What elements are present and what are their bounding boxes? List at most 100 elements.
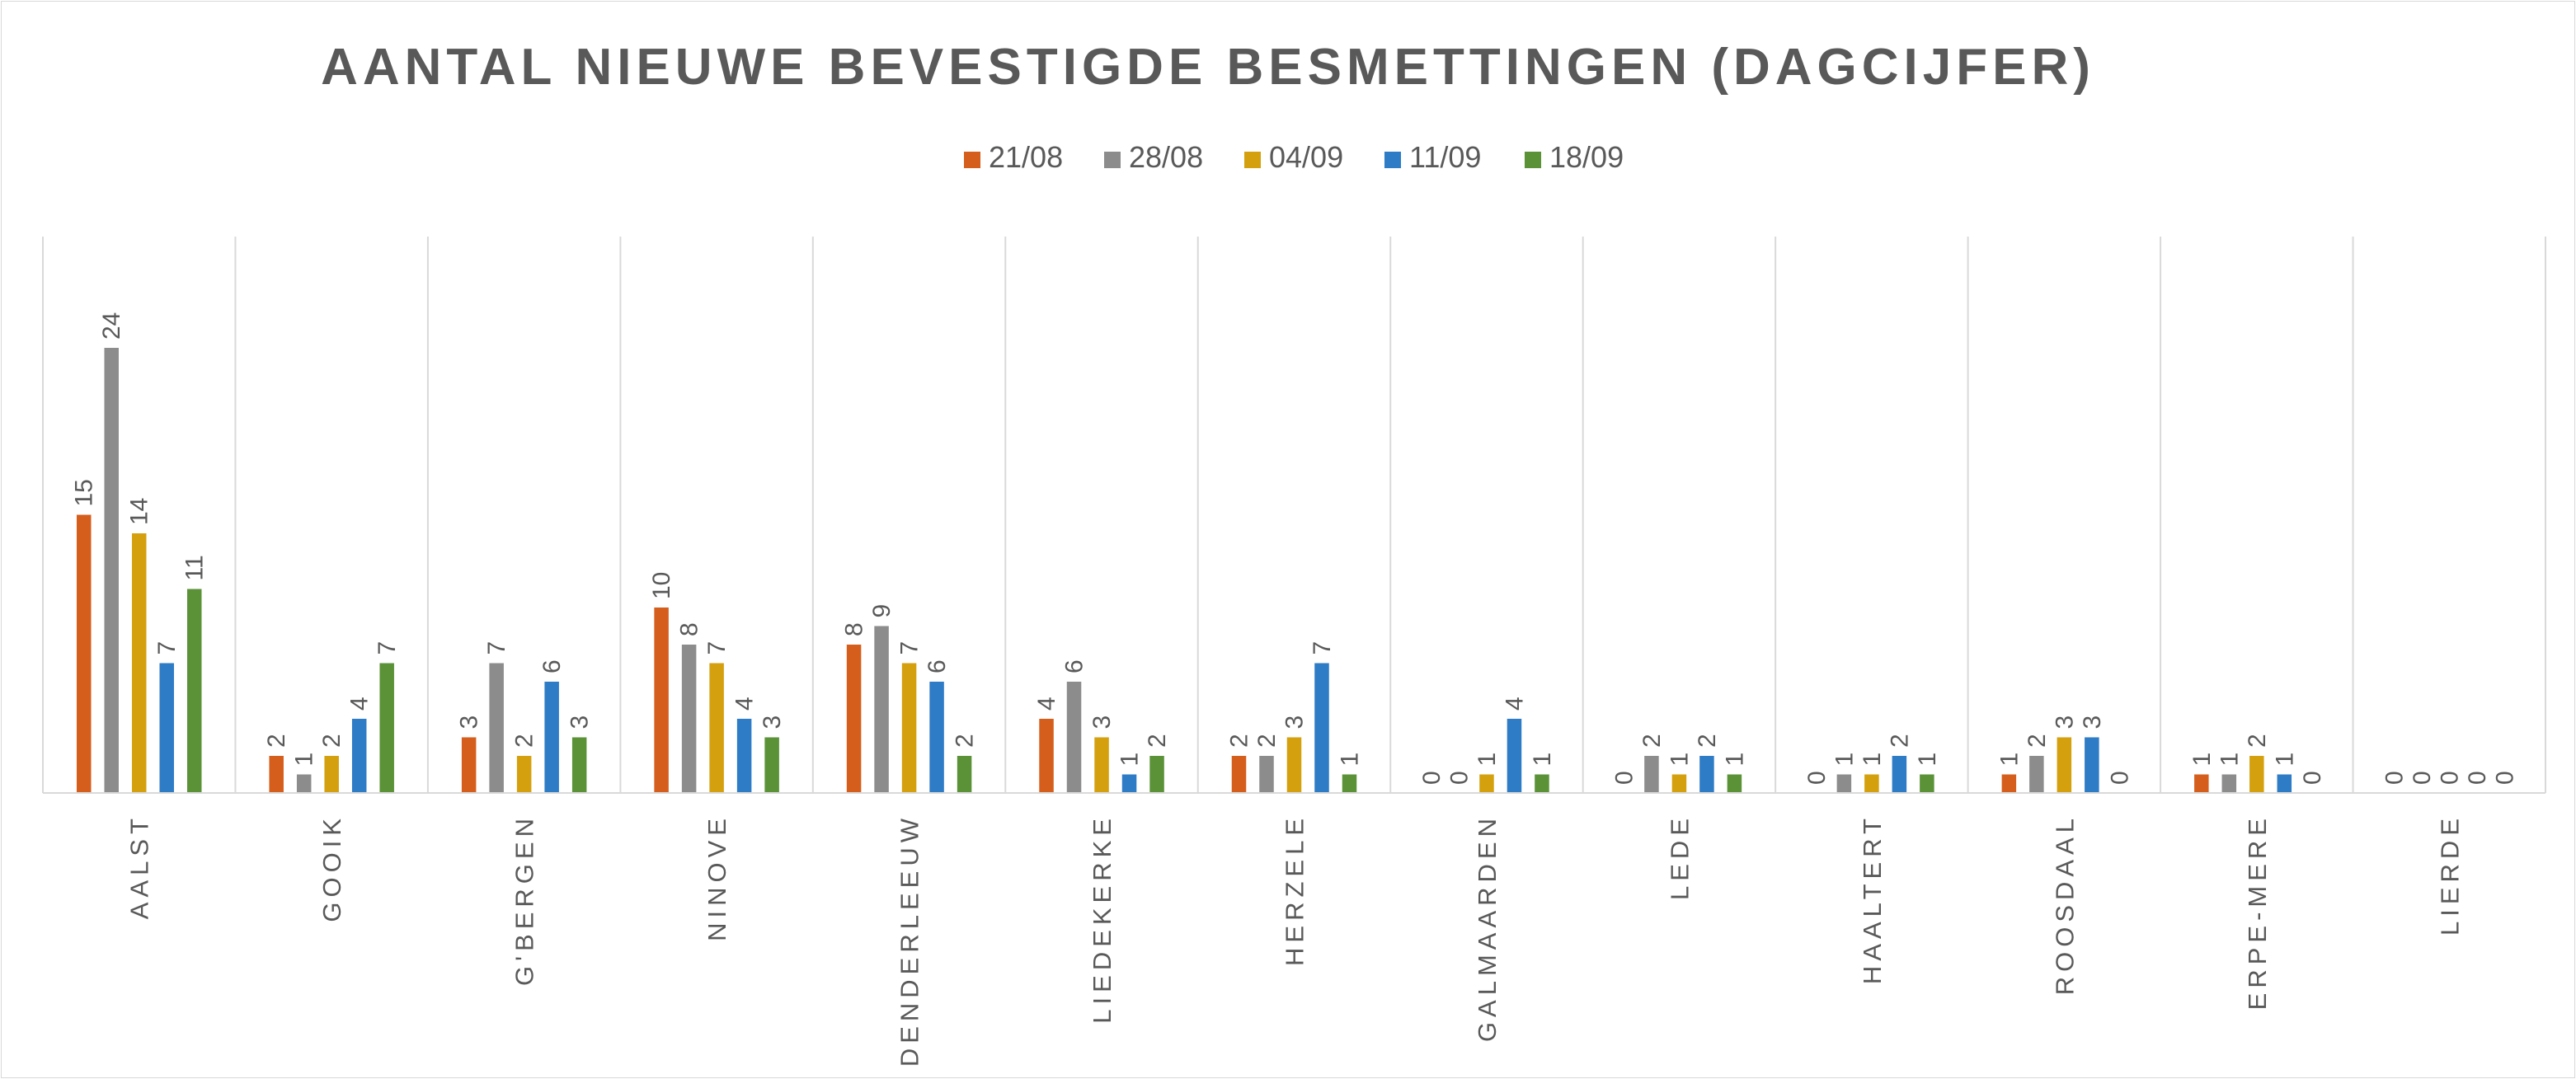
data-label: 8 (841, 622, 868, 636)
bar (929, 682, 944, 793)
data-label: 7 (896, 641, 924, 655)
data-label: 0 (2106, 771, 2133, 785)
bar (1479, 774, 1494, 793)
bar (901, 663, 917, 793)
bar (681, 645, 697, 793)
bar (1836, 774, 1852, 793)
bar (1094, 737, 1109, 793)
data-label: 1 (1337, 753, 1364, 767)
category-label: G'BERGEN (510, 814, 539, 986)
data-label: 0 (2381, 771, 2408, 785)
bar (2194, 774, 2209, 793)
bar (2249, 756, 2264, 793)
legend-swatch-28-08 (1104, 152, 1121, 168)
legend-label-21-08: 21/08 (989, 140, 1063, 174)
bar (296, 774, 312, 793)
data-label: 0 (1610, 771, 1638, 785)
category-label: DENDERLEEUW (895, 814, 924, 1067)
data-label: 2 (263, 734, 290, 748)
category-label: ROOSDAAL (2050, 814, 2079, 995)
legend-label-18-09: 18/09 (1549, 140, 1624, 174)
data-label: 4 (1501, 697, 1528, 711)
bar (1727, 774, 1742, 793)
bar (1699, 756, 1714, 793)
data-label: 2 (511, 734, 538, 748)
category-label: LIERDE (2435, 814, 2464, 936)
data-label: 1 (2216, 753, 2243, 767)
bar (1286, 737, 1302, 793)
data-label: 1 (1859, 753, 1886, 767)
data-label: 7 (483, 641, 510, 655)
bar (516, 756, 532, 793)
data-label: 14 (126, 498, 153, 525)
data-label: 7 (703, 641, 731, 655)
bar (269, 756, 284, 793)
legend-swatch-11-09 (1384, 152, 1401, 168)
data-label: 7 (374, 641, 401, 655)
data-label: 0 (2409, 771, 2436, 785)
bar (1644, 756, 1659, 793)
data-label: 1 (1995, 753, 2023, 767)
bar (2057, 737, 2072, 793)
data-label: 3 (2051, 715, 2078, 729)
data-label: 0 (2464, 771, 2491, 785)
bar (1864, 774, 1879, 793)
bar (1314, 663, 1329, 793)
data-label: 2 (952, 734, 979, 748)
bar (351, 719, 367, 793)
bar (186, 589, 202, 793)
data-label: 10 (648, 572, 675, 599)
data-label: 2 (2024, 734, 2051, 748)
legend: 21/08 28/08 04/09 11/09 18/09 (964, 140, 1624, 174)
bar (489, 663, 504, 793)
data-label: 9 (868, 604, 895, 618)
bar (571, 737, 587, 793)
bar (2277, 774, 2292, 793)
data-label: 2 (1638, 734, 1666, 748)
data-label: 1 (2188, 753, 2216, 767)
data-label: 1 (1666, 753, 1693, 767)
data-label: 0 (1418, 771, 1445, 785)
bar (846, 645, 862, 793)
data-label: 4 (1033, 697, 1060, 711)
bar (1892, 756, 1907, 793)
data-label: 7 (1309, 641, 1336, 655)
data-label: 1 (2271, 753, 2298, 767)
bar (2001, 774, 2017, 793)
bar (2221, 774, 2237, 793)
bar (736, 719, 752, 793)
data-label: 1 (1721, 753, 1748, 767)
legend-label-28-08: 28/08 (1129, 140, 1203, 174)
bar (131, 533, 147, 793)
data-label: 3 (759, 715, 786, 729)
data-label: 1 (1831, 753, 1858, 767)
legend-swatch-18-09 (1525, 152, 1541, 168)
bar (709, 663, 724, 793)
category-label: AALST (125, 814, 154, 919)
bar (324, 756, 339, 793)
bar (764, 737, 779, 793)
data-label: 1 (1116, 753, 1144, 767)
data-label: 2 (318, 734, 346, 748)
bar (1149, 756, 1164, 793)
data-label: 0 (2436, 771, 2463, 785)
data-label: 0 (2299, 771, 2326, 785)
data-label: 0 (2491, 771, 2518, 785)
data-label: 24 (98, 312, 125, 340)
legend-swatch-04-09 (1244, 152, 1261, 168)
data-label: 4 (346, 697, 374, 711)
data-label: 1 (1529, 753, 1556, 767)
bar (1231, 756, 1247, 793)
category-label: HERZELE (1281, 814, 1309, 966)
data-label: 7 (153, 641, 181, 655)
data-label: 4 (731, 697, 759, 711)
bar (1039, 719, 1054, 793)
bar (874, 626, 889, 793)
data-label: 11 (181, 555, 209, 580)
data-label: 2 (1144, 734, 1171, 748)
bar (2085, 737, 2099, 793)
bar (76, 514, 92, 793)
